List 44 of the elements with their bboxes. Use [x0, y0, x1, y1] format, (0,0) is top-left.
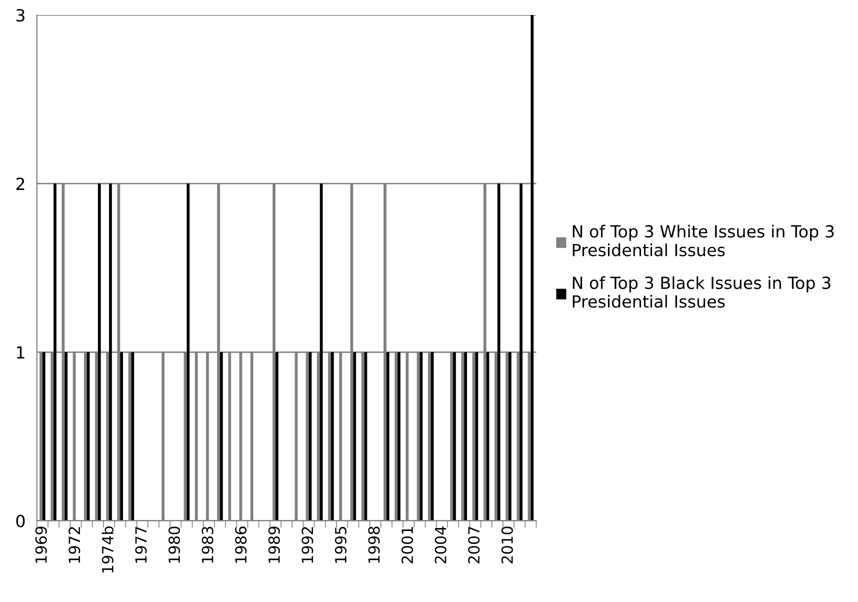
- y-tick-label: 2: [16, 178, 24, 190]
- bar: [475, 352, 478, 521]
- x-tick-label: 1983: [202, 526, 214, 563]
- x-tick-label: 2001: [402, 527, 414, 564]
- bar: [54, 184, 56, 521]
- y-tick-label: 0: [16, 514, 25, 528]
- bar: [220, 352, 223, 521]
- bar: [120, 352, 124, 521]
- bar: [42, 352, 46, 521]
- bar: [275, 352, 278, 521]
- x-tick-label: 1992: [302, 527, 314, 563]
- x-tick-label: 1986: [235, 526, 247, 563]
- y-tick-label: 1: [17, 346, 24, 358]
- bar: [330, 352, 334, 521]
- bar: [386, 352, 390, 521]
- x-tick-label: 1995: [334, 526, 346, 563]
- bar: [398, 352, 400, 521]
- legend-label: N of Top 3 Black Issues in Top 3 Presidential Issues: [572, 276, 830, 308]
- bar: [109, 184, 112, 521]
- bar: [420, 352, 423, 521]
- x-tick-label: 1998: [368, 526, 380, 563]
- bar: [353, 352, 356, 521]
- x-tick-label: 1977: [135, 526, 147, 563]
- x-tick-label: 1989: [268, 526, 280, 563]
- x-tick-label: 1972: [68, 527, 80, 563]
- bar: [364, 352, 368, 521]
- bar: [464, 352, 468, 521]
- x-tick-label: 2010: [501, 526, 513, 564]
- x-tick-label: 1980: [168, 526, 180, 563]
- x-tick-label: 2007: [468, 526, 480, 564]
- y-tick-label: 3: [16, 9, 24, 22]
- legend-label: N of Top 3 White Issues in Top 3 Presidential Issues: [572, 224, 834, 256]
- bar: [64, 352, 68, 521]
- bar: [497, 184, 500, 521]
- bar: [186, 184, 190, 521]
- bar: [131, 352, 134, 521]
- bar: [520, 184, 522, 521]
- x-tick-label: 1974b: [102, 526, 114, 572]
- x-tick-label: 1969: [35, 526, 47, 563]
- bar: [98, 184, 101, 521]
- x-tick-label: 2004: [434, 526, 446, 564]
- bar: [530, 15, 534, 521]
- bar: [508, 352, 512, 521]
- bar: [453, 352, 456, 521]
